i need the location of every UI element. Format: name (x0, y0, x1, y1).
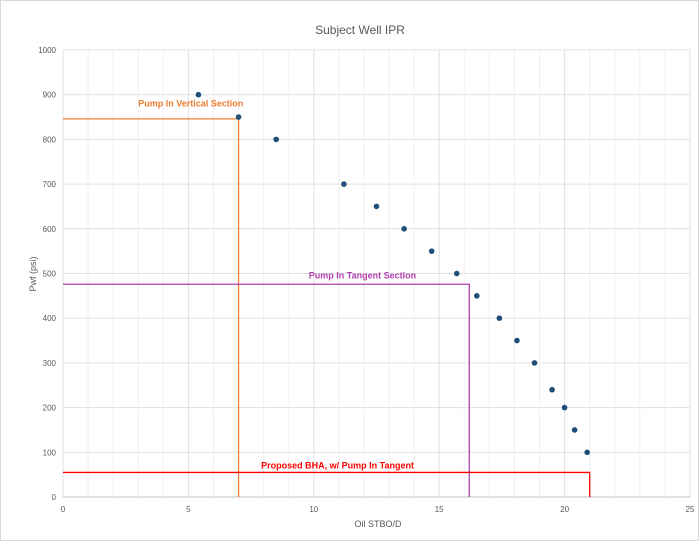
data-point (401, 226, 407, 232)
data-point (341, 181, 347, 187)
data-point (453, 270, 460, 277)
data-point (428, 248, 435, 254)
chart-title: Subject Well IPR (315, 23, 405, 37)
data-point (195, 91, 202, 98)
data-point (531, 360, 538, 366)
data-point (496, 315, 503, 322)
y-tick-label: 200 (43, 404, 57, 413)
data-point (571, 427, 578, 433)
y-tick-label: 0 (52, 493, 57, 502)
data-point (514, 337, 520, 344)
data-point (561, 404, 568, 411)
annotation-label: Pump In Vertical Section (138, 99, 243, 109)
y-tick-label: 300 (43, 359, 57, 368)
data-point (584, 449, 590, 456)
annotation-line (63, 471, 591, 497)
y-tick-label: 100 (43, 448, 57, 457)
y-tick-label: 500 (43, 270, 57, 279)
data-point (273, 136, 279, 143)
x-tick-label: 25 (686, 505, 695, 514)
x-tick-labels: 0 5 10 15 20 25 (61, 505, 695, 514)
annotation-label: Pump In Tangent Section (309, 271, 416, 281)
x-tick-label: 15 (435, 505, 444, 514)
data-point (235, 114, 242, 120)
data-point (549, 386, 555, 393)
data-point (373, 203, 380, 210)
x-tick-label: 20 (560, 505, 569, 514)
y-tick-label: 700 (43, 180, 57, 189)
x-tick-label: 0 (61, 505, 66, 514)
data-point (474, 293, 480, 299)
data-points (195, 91, 590, 456)
y-tick-label: 800 (43, 135, 57, 144)
y-tick-labels: 0 100 200 300 400 500 600 700 800 900 1000 (38, 46, 56, 502)
y-tick-label: 1000 (38, 46, 56, 55)
x-tick-label: 10 (309, 505, 318, 514)
x-tick-label: 5 (186, 505, 191, 514)
annotation-label: Proposed BHA, w/ Pump In Tangent (261, 461, 414, 471)
y-tick-label: 900 (43, 91, 57, 100)
x-axis-title: Oil STBO/D (354, 519, 402, 529)
annotation-line (63, 283, 470, 497)
y-tick-label: 600 (43, 225, 57, 234)
y-tick-label: 400 (43, 314, 57, 323)
y-axis-title: Pwf (psi) (28, 256, 38, 291)
